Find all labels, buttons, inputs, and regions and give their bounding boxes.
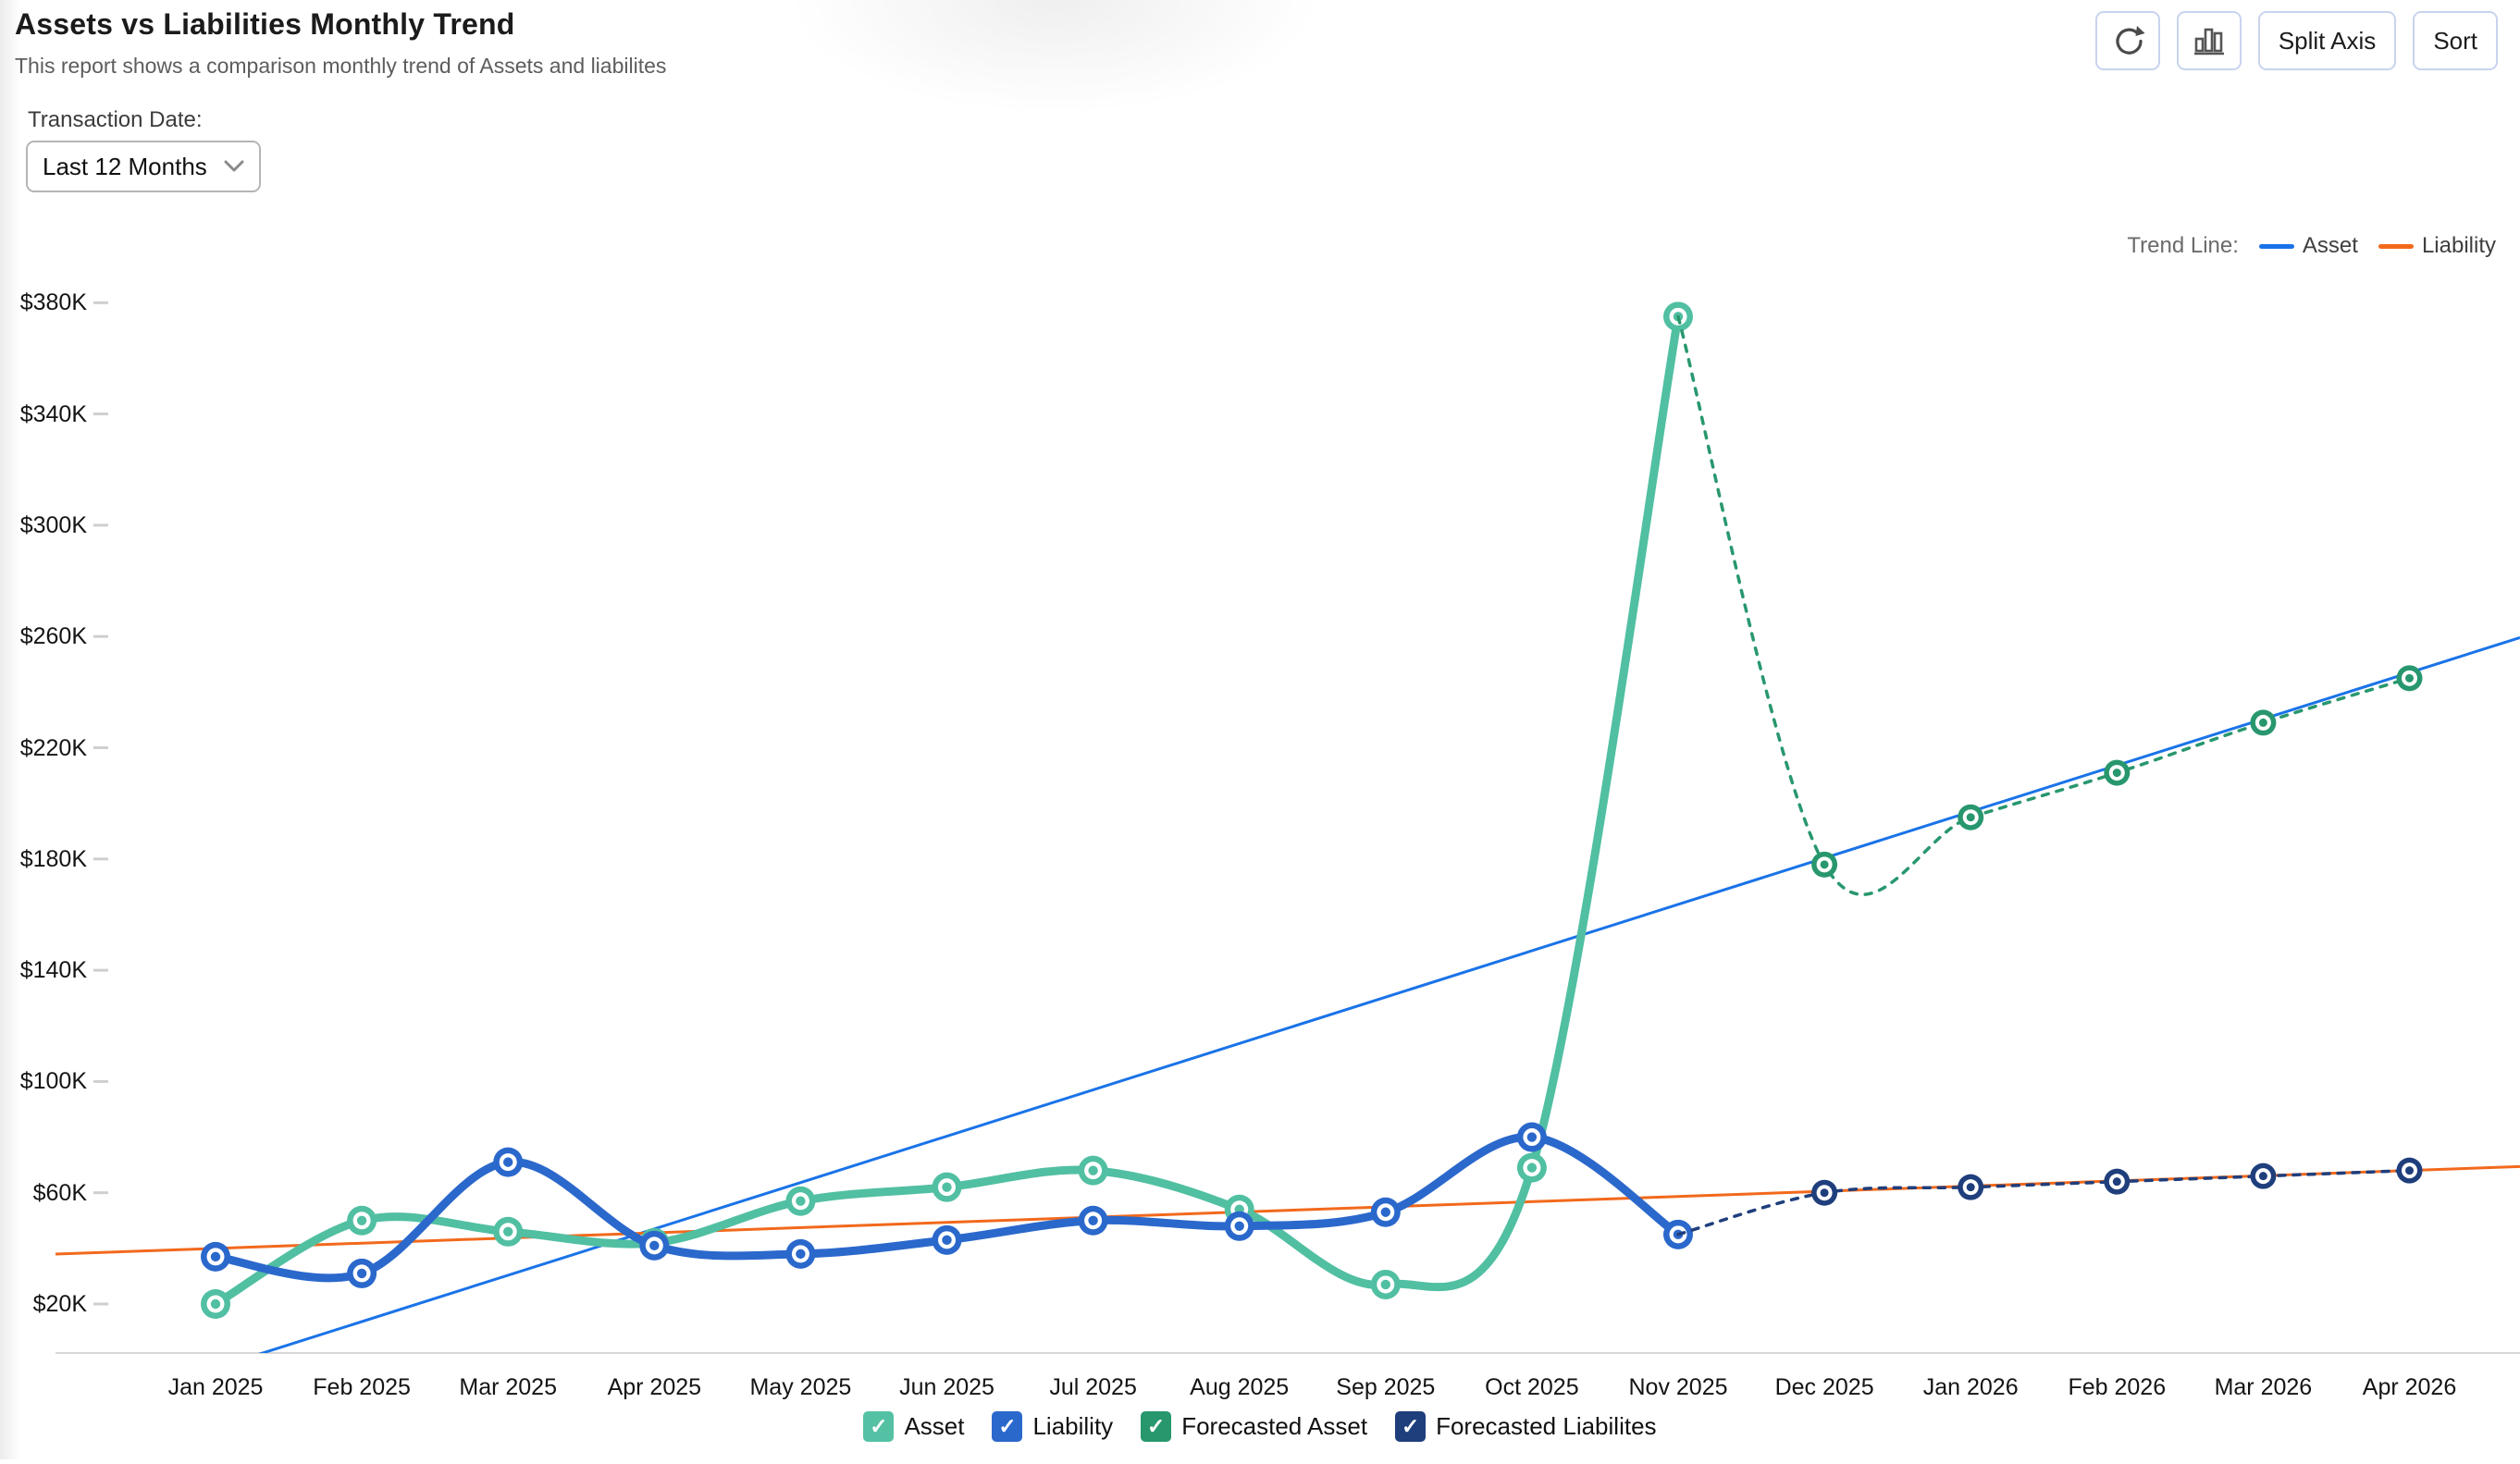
y-tick-label: $220K [19, 734, 87, 761]
forecasted-asset-line [1676, 314, 2412, 896]
y-tick-label: $180K [19, 845, 87, 872]
liability-point-apr-2025[interactable] [639, 1230, 670, 1261]
x-tick-label: Dec 2025 [1774, 1374, 1874, 1400]
asset-point-oct-2025[interactable] [1516, 1152, 1547, 1183]
asset-point-jan-2025[interactable] [201, 1289, 230, 1319]
forecasted-asset-point-mar-2026[interactable] [2250, 709, 2277, 736]
asset-trend-swatch [2258, 243, 2294, 249]
x-tick-label: Feb 2025 [313, 1374, 411, 1400]
series-legend: ✓ Asset ✓ Liability ✓ Forecasted Asset ✓ Foreca… [0, 1411, 2520, 1442]
liability-point-mar-2025[interactable] [493, 1147, 524, 1177]
liability-line [211, 1132, 1683, 1283]
page-subtitle: This report shows a comparison monthly t… [15, 54, 667, 78]
forecasted-liabilites-point-feb-2026[interactable] [2104, 1168, 2131, 1195]
x-tick-label: Apr 2026 [2362, 1374, 2457, 1400]
liability-point-may-2025[interactable] [785, 1238, 816, 1269]
liability-point-jun-2025[interactable] [932, 1224, 962, 1255]
legend-label: Forecasted Liabilites [1436, 1412, 1657, 1440]
y-tick-label: $60K [32, 1179, 87, 1206]
asset-point-mar-2025[interactable] [493, 1216, 524, 1247]
asset-point-sep-2025[interactable] [1370, 1269, 1401, 1299]
liability-point-jan-2025[interactable] [201, 1241, 230, 1272]
chevron-down-icon [224, 160, 244, 172]
forecasted-liabilites-point-dec-2025[interactable] [1811, 1179, 1838, 1206]
y-tick-label: $100K [19, 1068, 87, 1095]
x-tick-label: Nov 2025 [1628, 1374, 1728, 1400]
refresh-icon [2116, 26, 2145, 55]
toolbar: Split Axis Sort [2094, 11, 2498, 70]
forecasted-liabilites-line [1676, 1168, 2412, 1236]
x-tick-label: Jul 2025 [1049, 1374, 1137, 1400]
forecasted-liabilites-point-jan-2026[interactable] [1958, 1174, 1984, 1200]
x-tick-label: Aug 2025 [1190, 1374, 1290, 1400]
legend-item-forecasted-liabilites[interactable]: ✓ Forecasted Liabilites [1395, 1411, 1657, 1442]
trend-line-legend: Trend Line: Asset Liability [2127, 233, 2496, 259]
forecasted-asset-point-apr-2026[interactable] [2396, 665, 2423, 692]
forecasted-asset-point-jan-2026[interactable] [1958, 804, 1984, 830]
x-tick-label: Mar 2026 [2214, 1374, 2313, 1400]
x-tick-label: May 2025 [749, 1374, 852, 1400]
forecasted-asset-point-dec-2025[interactable] [1811, 851, 1838, 878]
y-tick-label: $20K [32, 1291, 87, 1317]
date-range-value: Last 12 Months [43, 152, 207, 180]
asset-line [211, 312, 1683, 1309]
refresh-button[interactable] [2094, 11, 2160, 70]
liability-point-oct-2025[interactable] [1516, 1122, 1547, 1152]
page-title: Assets vs Liabilities Monthly Trend [15, 7, 515, 41]
liability-trend-label: Liability [2421, 233, 2496, 258]
legend-item-asset[interactable]: ✓ Asset [863, 1411, 964, 1442]
x-tick-label: Apr 2025 [607, 1374, 702, 1400]
x-tick-label: Jun 2025 [899, 1374, 994, 1400]
liability-point-sep-2025[interactable] [1370, 1197, 1401, 1227]
sort-button[interactable]: Sort [2413, 11, 2498, 70]
legend-item-forecasted-asset[interactable]: ✓ Forecasted Asset [1141, 1411, 1367, 1442]
legend-label: Asset [904, 1412, 965, 1440]
split-axis-button[interactable]: Split Axis [2257, 11, 2397, 70]
liability-trend-swatch [2378, 243, 2414, 249]
chart-type-button[interactable] [2176, 11, 2242, 70]
asset-point-may-2025[interactable] [785, 1186, 816, 1216]
liability-point-feb-2025[interactable] [347, 1258, 377, 1288]
legend-item-liability[interactable]: ✓ Liability [992, 1411, 1113, 1442]
y-tick-label: $380K [19, 289, 87, 316]
x-tick-label: Jan 2025 [167, 1374, 264, 1400]
bar-chart-icon [2193, 28, 2224, 55]
trend-line-legend-label: Trend Line: [2127, 233, 2239, 258]
date-range-dropdown[interactable]: Last 12 Months [26, 141, 261, 192]
forecasted-liabilites-point-mar-2026[interactable] [2250, 1163, 2277, 1189]
x-tick-label: Jan 2026 [1922, 1374, 2019, 1400]
forecasted-liabilites-point-apr-2026[interactable] [2396, 1157, 2423, 1184]
asset-point-feb-2025[interactable] [347, 1205, 377, 1236]
x-tick-label: Sep 2025 [1336, 1374, 1436, 1400]
legend-label: Liability [1032, 1412, 1114, 1440]
legend-label: Forecasted Asset [1181, 1412, 1368, 1440]
transaction-date-label: Transaction Date: [28, 107, 203, 132]
asset-point-jun-2025[interactable] [932, 1172, 962, 1202]
asset-trend-label: Asset [2302, 233, 2358, 258]
asset-trend-line [258, 635, 2520, 1353]
trend-legend-item-liability: Liability [2378, 233, 2496, 259]
liability-point-aug-2025[interactable] [1224, 1211, 1254, 1241]
forecasted-asset-point-feb-2026[interactable] [2104, 759, 2131, 786]
x-tick-label: Mar 2025 [459, 1374, 557, 1400]
y-tick-label: $260K [19, 623, 87, 650]
checkbox-checked-icon[interactable]: ✓ [992, 1411, 1023, 1442]
liability-point-jul-2025[interactable] [1078, 1205, 1108, 1236]
y-tick-label: $140K [19, 957, 87, 984]
checkbox-checked-icon[interactable]: ✓ [1141, 1411, 1172, 1442]
x-tick-label: Oct 2025 [1485, 1374, 1579, 1400]
checkbox-checked-icon[interactable]: ✓ [1395, 1411, 1427, 1442]
checkbox-checked-icon[interactable]: ✓ [863, 1411, 895, 1442]
y-tick-label: $300K [19, 511, 87, 538]
asset-point-jul-2025[interactable] [1078, 1155, 1108, 1186]
trend-legend-item-asset: Asset [2258, 233, 2358, 259]
x-tick-label: Feb 2026 [2068, 1374, 2167, 1400]
y-tick-label: $340K [19, 400, 87, 427]
